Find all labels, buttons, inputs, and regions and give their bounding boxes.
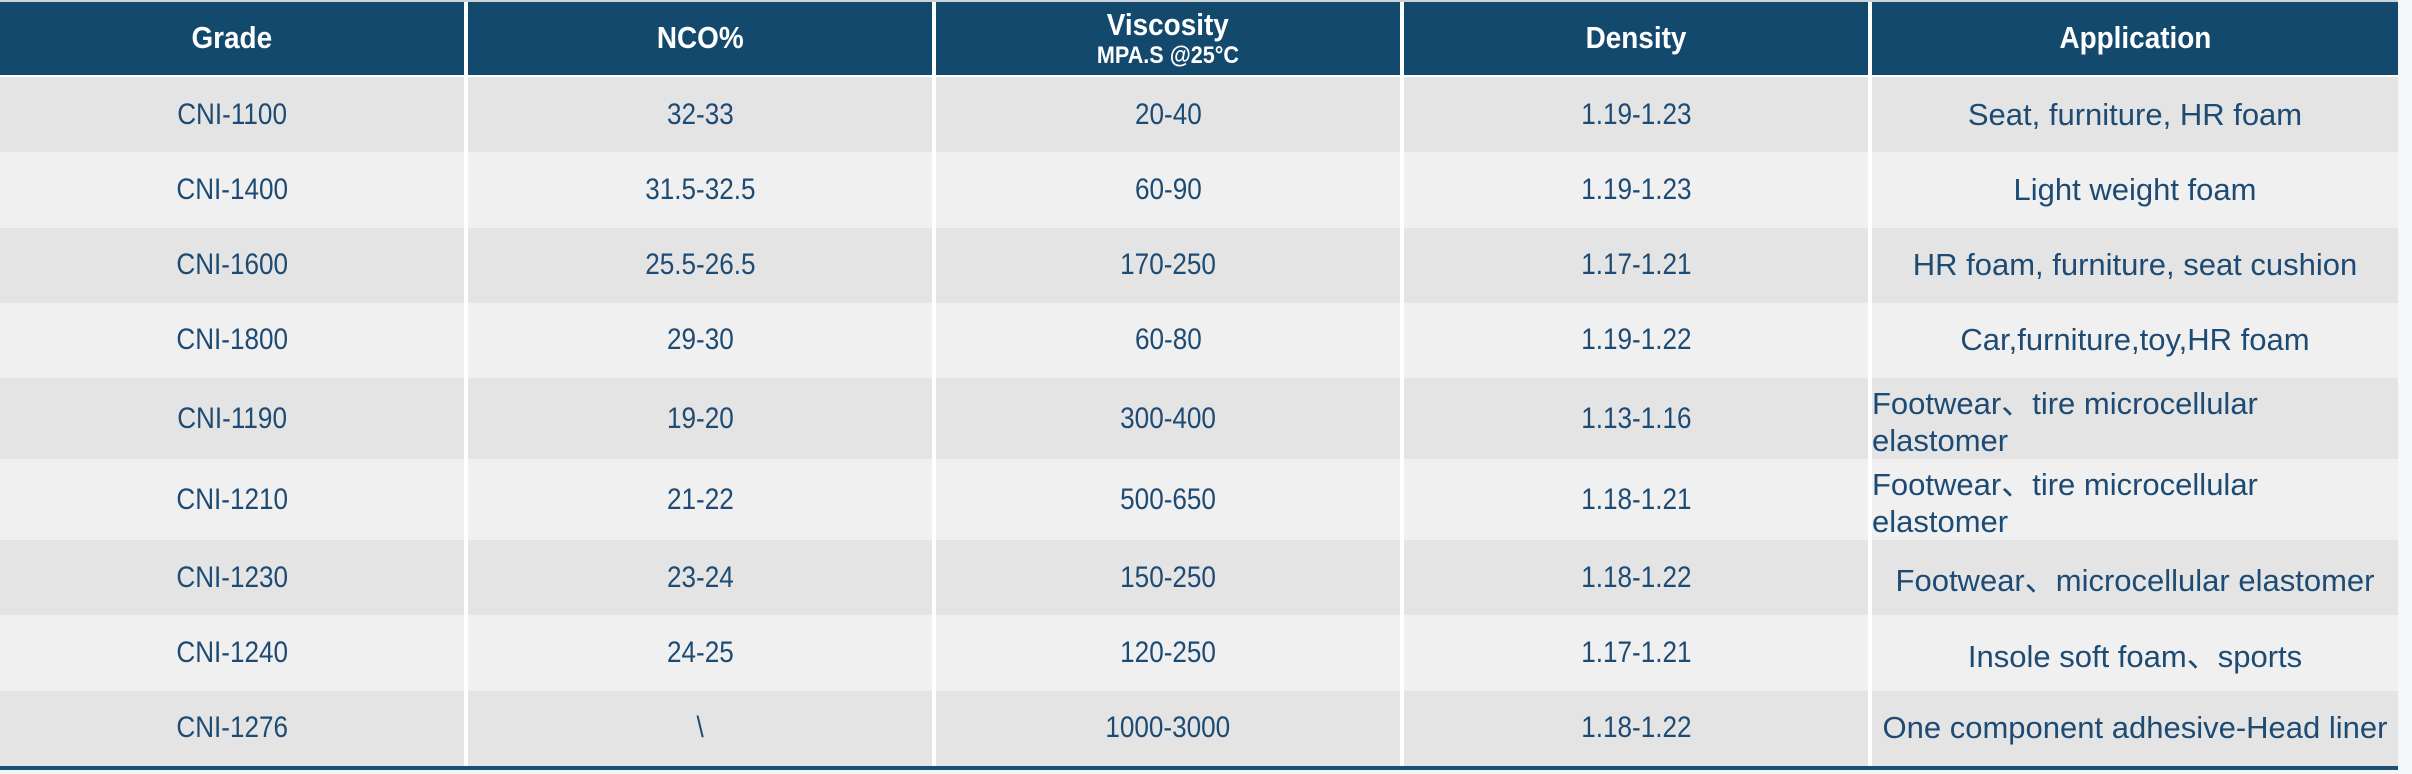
header-label-viscosity: Viscosity bbox=[1106, 6, 1230, 42]
header-cell-viscosity: Viscosity MPA.S @25°C bbox=[936, 2, 1404, 77]
table-row: CNI-1800 29-30 60-80 1.19-1.22 Car,furni… bbox=[0, 302, 2398, 379]
table-row: CNI-1400 31.5-32.5 60-90 1.19-1.23 Light… bbox=[0, 152, 2398, 228]
cell-grade: CNI-1600 bbox=[0, 227, 468, 303]
cell-density: 1.18-1.22 bbox=[1404, 540, 1872, 616]
table-header-row: Grade NCO% Viscosity MPA.S @25°C Density… bbox=[0, 2, 2398, 77]
cell-viscosity: 60-90 bbox=[936, 152, 1404, 228]
cell-grade: CNI-1276 bbox=[0, 690, 468, 766]
table-row: CNI-1240 24-25 120-250 1.17-1.21 Insole … bbox=[0, 615, 2398, 691]
cell-density: 1.18-1.22 bbox=[1404, 690, 1872, 766]
cell-grade: CNI-1800 bbox=[0, 302, 468, 379]
cell-nco: 21-22 bbox=[468, 459, 936, 541]
cell-grade: CNI-1100 bbox=[0, 77, 468, 153]
cell-application: Seat, furniture, HR foam bbox=[1872, 77, 2398, 153]
cell-viscosity: 170-250 bbox=[936, 227, 1404, 303]
cell-density: 1.19-1.23 bbox=[1404, 77, 1872, 153]
header-label-nco: NCO% bbox=[656, 20, 744, 56]
cell-application: Footwear、tire microcellular elastomer bbox=[1872, 378, 2398, 460]
cell-nco: 23-24 bbox=[468, 540, 936, 616]
cell-density: 1.13-1.16 bbox=[1404, 378, 1872, 460]
cell-application: Car,furniture,toy,HR foam bbox=[1872, 302, 2398, 379]
header-cell-grade: Grade bbox=[0, 2, 468, 77]
cell-density: 1.17-1.21 bbox=[1404, 615, 1872, 691]
cell-application: HR foam, furniture, seat cushion bbox=[1872, 227, 2398, 303]
cell-nco: 24-25 bbox=[468, 615, 936, 691]
table-bottom-gap bbox=[0, 770, 2398, 774]
table-row: CNI-1276 \ 1000-3000 1.18-1.22 One compo… bbox=[0, 690, 2398, 766]
table-row: CNI-1600 25.5-26.5 170-250 1.17-1.21 HR … bbox=[0, 227, 2398, 303]
cell-nco: 25.5-26.5 bbox=[468, 227, 936, 303]
header-cell-density: Density bbox=[1404, 2, 1872, 77]
cell-nco: 32-33 bbox=[468, 77, 936, 153]
cell-density: 1.19-1.23 bbox=[1404, 152, 1872, 228]
header-cell-nco: NCO% bbox=[468, 2, 936, 77]
cell-viscosity: 500-650 bbox=[936, 459, 1404, 541]
cell-grade: CNI-1190 bbox=[0, 378, 468, 460]
cell-density: 1.18-1.21 bbox=[1404, 459, 1872, 541]
table-body: CNI-1100 32-33 20-40 1.19-1.23 Seat, fur… bbox=[0, 77, 2398, 766]
table-row: CNI-1190 19-20 300-400 1.13-1.16 Footwea… bbox=[0, 378, 2398, 460]
cell-viscosity: 20-40 bbox=[936, 77, 1404, 153]
cell-nco: \ bbox=[468, 690, 936, 766]
header-label-density: Density bbox=[1585, 20, 1687, 56]
table-row: CNI-1230 23-24 150-250 1.18-1.22 Footwea… bbox=[0, 540, 2398, 616]
cell-application: Footwear、microcellular elastomer bbox=[1872, 540, 2398, 616]
cell-application: One component adhesive-Head liner bbox=[1872, 690, 2398, 766]
cell-grade: CNI-1240 bbox=[0, 615, 468, 691]
cell-grade: CNI-1400 bbox=[0, 152, 468, 228]
cell-nco: 29-30 bbox=[468, 302, 936, 379]
cell-nco: 31.5-32.5 bbox=[468, 152, 936, 228]
table-bottom-border bbox=[0, 766, 2398, 770]
header-label-application: Application bbox=[2059, 20, 2211, 56]
cell-application: Light weight foam bbox=[1872, 152, 2398, 228]
header-sub-viscosity: MPA.S @25°C bbox=[1096, 41, 1240, 69]
cell-density: 1.19-1.22 bbox=[1404, 302, 1872, 379]
table-row: CNI-1100 32-33 20-40 1.19-1.23 Seat, fur… bbox=[0, 77, 2398, 153]
cell-nco: 19-20 bbox=[468, 378, 936, 460]
cell-viscosity: 120-250 bbox=[936, 615, 1404, 691]
header-cell-application: Application bbox=[1872, 2, 2398, 77]
cell-viscosity: 1000-3000 bbox=[936, 690, 1404, 766]
cell-application: Insole soft foam、sports bbox=[1872, 615, 2398, 691]
cell-viscosity: 60-80 bbox=[936, 302, 1404, 379]
cell-grade: CNI-1210 bbox=[0, 459, 468, 541]
cell-application: Footwear、tire microcellular elastomer bbox=[1872, 459, 2398, 541]
cell-viscosity: 150-250 bbox=[936, 540, 1404, 616]
cell-grade: CNI-1230 bbox=[0, 540, 468, 616]
table-row: CNI-1210 21-22 500-650 1.18-1.21 Footwea… bbox=[0, 459, 2398, 541]
cell-density: 1.17-1.21 bbox=[1404, 227, 1872, 303]
cell-viscosity: 300-400 bbox=[936, 378, 1404, 460]
header-label-grade: Grade bbox=[191, 20, 273, 56]
